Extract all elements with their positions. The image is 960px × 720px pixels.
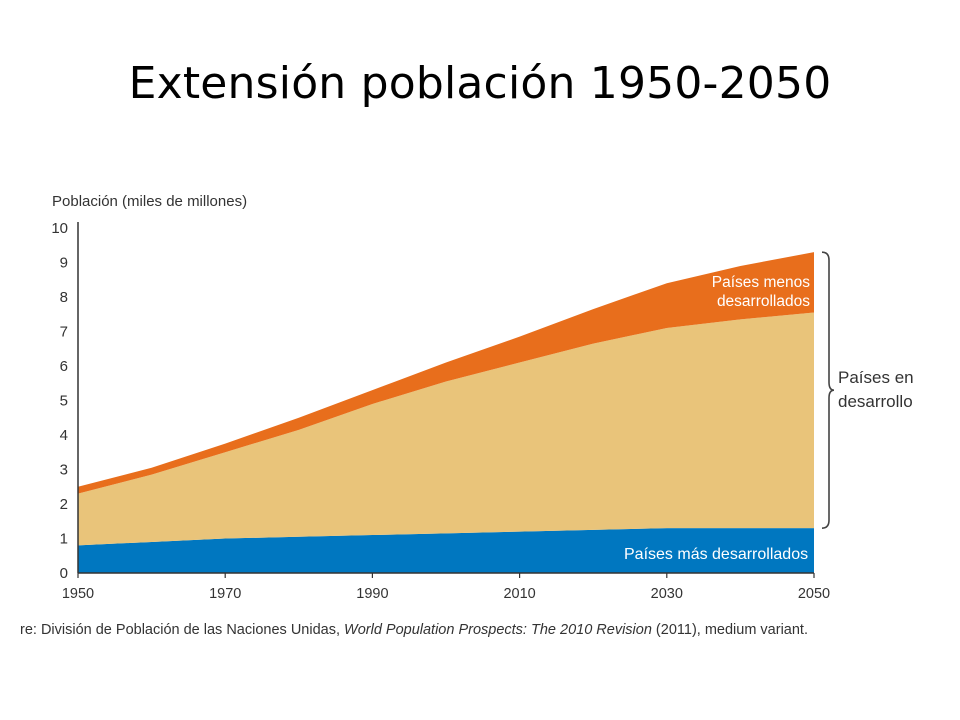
chart-areas: [78, 252, 814, 573]
x-tick-label: 1950: [62, 586, 94, 602]
y-tick-label: 10: [51, 220, 68, 237]
source-prefix: re: División de Población de las Nacione…: [20, 622, 345, 638]
area-series-0: [78, 528, 814, 573]
x-tick-label: 2010: [503, 586, 535, 602]
y-tick-label: 7: [60, 324, 68, 341]
chart-annotations: Países menos desarrollados Países más desa…: [624, 274, 914, 563]
source-title: World Population Prospects: The 2010 Rev…: [344, 622, 652, 638]
annotation-less-developed: Países menos: [712, 274, 810, 291]
slide-title: Extensión población 1950-2050: [128, 58, 832, 109]
y-tick-label: 8: [60, 289, 68, 306]
y-tick-labels: 0 1 2 3 4 5 6 7 8 9 10: [51, 220, 68, 582]
source-note: re: División de Población de las Nacione…: [20, 622, 808, 638]
y-tick-label: 6: [60, 358, 68, 375]
source-suffix: (2011), medium variant.: [651, 622, 808, 638]
x-tick-label: 2050: [798, 586, 830, 602]
y-tick-label: 1: [60, 531, 68, 548]
y-tick-label: 3: [60, 462, 68, 479]
y-tick-label: 5: [60, 393, 68, 410]
x-tick-label: 1970: [209, 586, 241, 602]
y-axis-label: Población (miles de millones): [52, 193, 247, 210]
y-tick-label: 2: [60, 496, 68, 513]
annotation-less-developed: desarrollados: [717, 293, 810, 310]
annotation-more-developed: Países más desarrollados: [624, 546, 808, 563]
annotation-developing: desarrollo: [838, 392, 913, 411]
x-tick-label: 1990: [356, 586, 388, 602]
x-tick-labels: 1950 1970 1990 2010 2030 2050: [62, 573, 830, 602]
y-tick-label: 0: [60, 565, 68, 582]
area-series-2: [78, 252, 814, 494]
y-tick-label: 4: [60, 427, 68, 444]
developing-brace: [821, 251, 835, 529]
y-tick-label: 9: [60, 255, 68, 272]
annotation-developing: Países en: [838, 368, 914, 387]
area-series-1: [78, 312, 814, 546]
x-tick-label: 2030: [651, 586, 683, 602]
